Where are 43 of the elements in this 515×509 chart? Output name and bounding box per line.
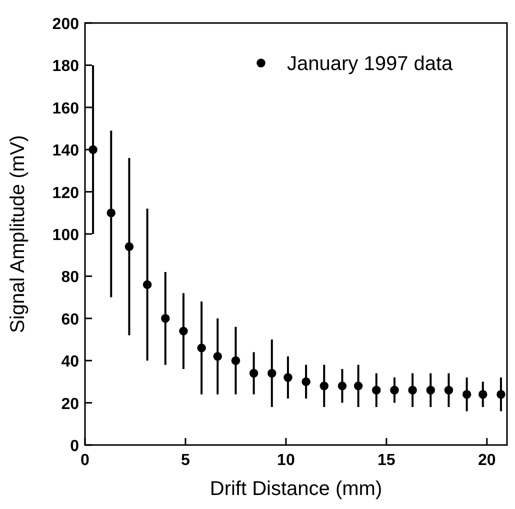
y-tick-label: 140 [52, 142, 80, 160]
point [106, 208, 116, 218]
point [231, 356, 240, 365]
point [354, 382, 363, 390]
y-tick-label: 60 [61, 311, 80, 328]
point [320, 382, 329, 390]
x-tick-label: 0 [80, 452, 90, 469]
point [268, 368, 276, 378]
point [408, 386, 417, 394]
point [88, 145, 98, 154]
point [462, 390, 472, 399]
y-tick-label: 100 [52, 227, 80, 244]
y-tick-label: 180 [52, 58, 80, 76]
point [338, 382, 347, 390]
point [249, 368, 258, 378]
x-axis-title: Drift Distance (mm) [210, 478, 382, 500]
legend-label: January 1997 data [287, 53, 454, 75]
point [478, 390, 488, 399]
y-tick-label: 0 [70, 438, 80, 455]
x-tick-label: 10 [277, 452, 295, 469]
point [161, 314, 170, 323]
point [302, 377, 310, 386]
point [372, 386, 381, 394]
point [496, 390, 506, 399]
y-tick-label: 40 [61, 354, 80, 371]
point [390, 386, 399, 394]
x-tick-label: 15 [378, 452, 396, 469]
point [444, 386, 454, 394]
point [179, 326, 188, 336]
point [142, 280, 152, 289]
y-tick-label: 160 [52, 100, 80, 118]
y-tick-label: 80 [61, 269, 80, 286]
y-axis-title: Signal Amplitude (mV) [7, 135, 29, 333]
y-tick-label: 200 [52, 16, 80, 33]
x-tick-label: 5 [181, 452, 190, 469]
point [284, 373, 292, 382]
point [213, 352, 222, 361]
point [124, 242, 134, 252]
point [197, 344, 206, 352]
y-tick-label: 20 [61, 396, 80, 413]
x-tick-label: 20 [478, 452, 496, 469]
point [426, 386, 436, 394]
y-tick-label: 120 [52, 184, 80, 202]
